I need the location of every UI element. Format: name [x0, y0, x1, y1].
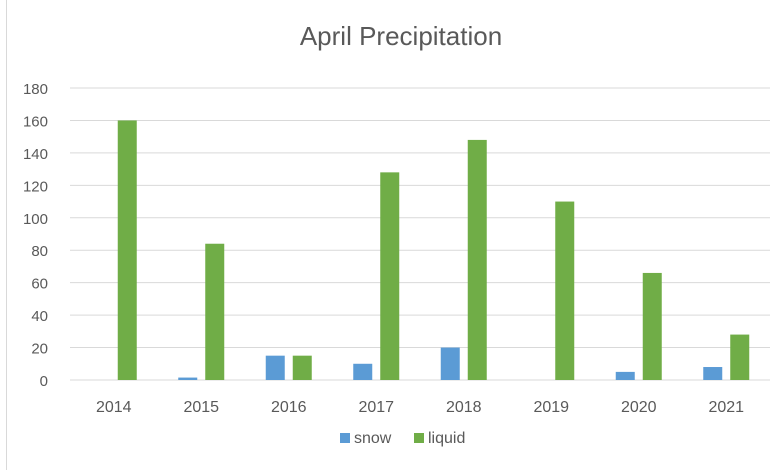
- x-tick-label: 2021: [708, 399, 744, 416]
- y-tick-label: 160: [23, 113, 48, 130]
- x-tick-label: 2015: [183, 399, 219, 416]
- y-tick-label: 140: [23, 146, 48, 163]
- bar-liquid-2014: [117, 120, 137, 380]
- y-tick-label: 40: [31, 308, 48, 325]
- x-tick-label: 2014: [96, 399, 132, 416]
- legend: snow liquid: [340, 430, 465, 447]
- legend-label-liquid: liquid: [428, 430, 465, 447]
- legend-swatch-snow: [340, 433, 350, 443]
- x-tick-label: 2018: [446, 399, 482, 416]
- legend-label-snow: snow: [354, 430, 392, 447]
- chart-title: April Precipitation: [300, 21, 502, 51]
- bar-liquid-2016: [292, 355, 312, 380]
- bar-liquid-2019: [555, 201, 575, 380]
- bar-snow-2021: [703, 367, 723, 380]
- x-tick-label: 2019: [533, 399, 569, 416]
- bar-snow-2016: [265, 355, 285, 380]
- bars: [117, 120, 750, 380]
- y-tick-label: 0: [40, 373, 48, 390]
- y-tick-label: 120: [23, 178, 48, 195]
- y-tick-label: 80: [31, 243, 48, 260]
- x-axis-tick-labels: 2014 2015 2016 2017 2018 2019 2020 2021: [96, 399, 744, 416]
- bar-liquid-2017: [380, 172, 400, 380]
- bar-liquid-2020: [642, 272, 662, 380]
- legend-swatch-liquid: [414, 433, 424, 443]
- bar-liquid-2015: [205, 243, 225, 380]
- y-tick-label: 180: [23, 81, 48, 98]
- bar-snow-2020: [615, 371, 635, 380]
- gridlines: [70, 87, 770, 381]
- bar-snow-2015: [178, 377, 198, 380]
- bar-liquid-2021: [730, 334, 750, 380]
- y-axis-tick-labels: 0 20 40 60 80 100 120 140 160 180: [23, 81, 48, 390]
- y-tick-label: 100: [23, 211, 48, 228]
- x-tick-label: 2017: [358, 399, 394, 416]
- bar-liquid-2018: [467, 139, 487, 380]
- bar-snow-2018: [440, 347, 460, 380]
- x-tick-label: 2020: [621, 399, 657, 416]
- left-edge-border: [0, 0, 7, 470]
- y-tick-label: 20: [31, 341, 48, 358]
- bar-snow-2017: [353, 363, 373, 380]
- y-tick-label: 60: [31, 276, 48, 293]
- x-tick-label: 2016: [271, 399, 307, 416]
